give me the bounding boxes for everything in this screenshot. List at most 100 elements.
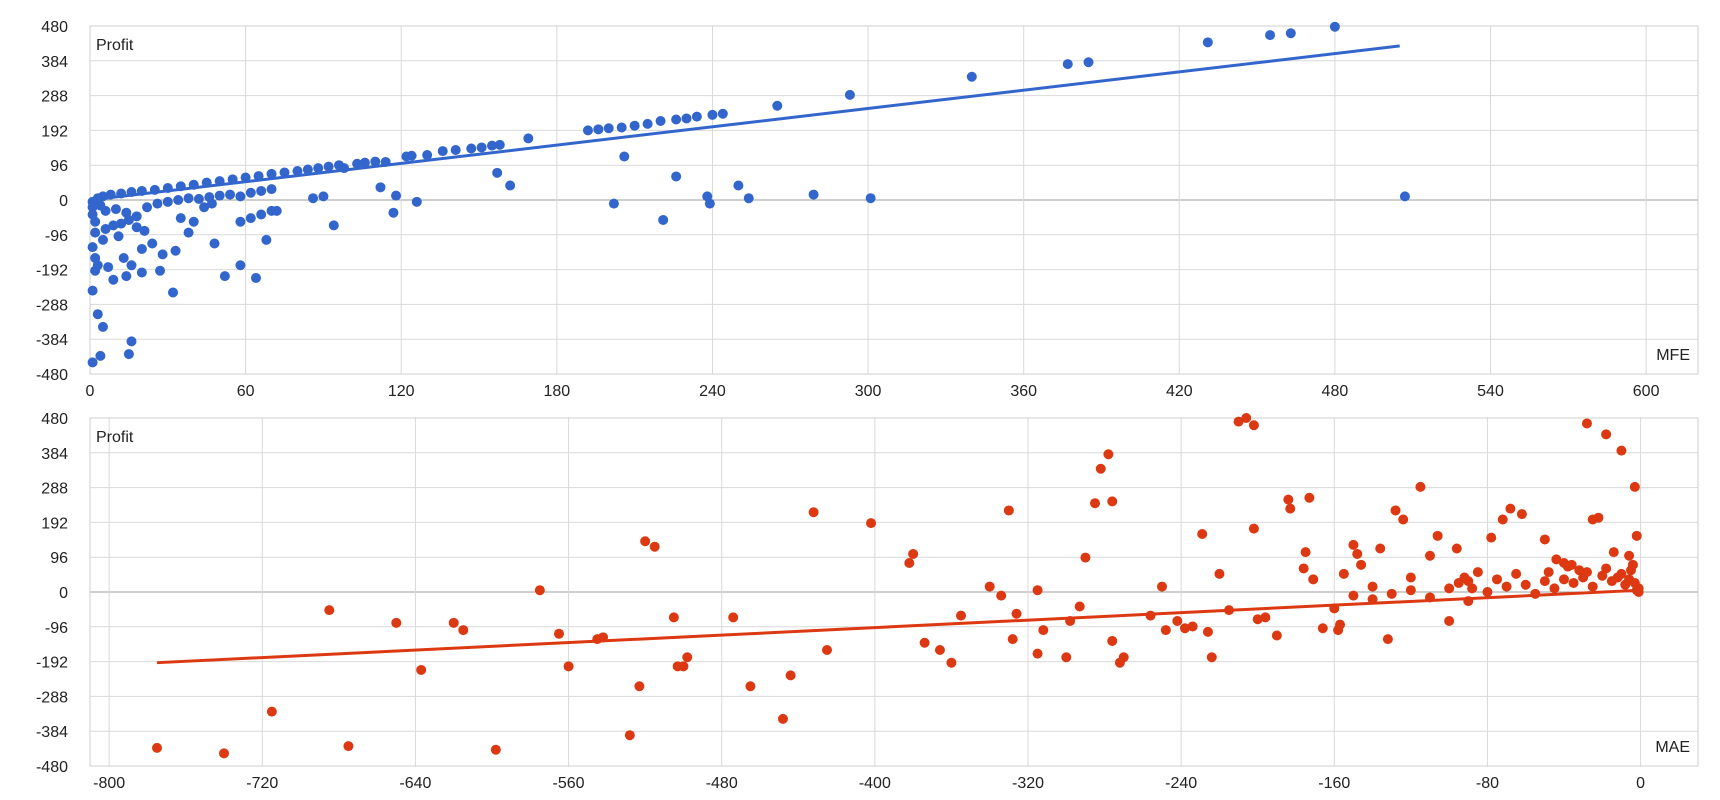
mfe-data-point — [450, 144, 461, 155]
mfe-x-tick-label: 480 — [1322, 383, 1349, 400]
mfe-data-point — [173, 195, 184, 205]
mae-data-point — [956, 610, 966, 621]
mae-data-point — [1382, 634, 1393, 645]
mfe-data-point — [844, 89, 855, 100]
mae-data-point — [1539, 534, 1550, 545]
mfe-data-point — [131, 222, 142, 233]
mfe-data-point — [629, 120, 640, 131]
mae-y-tick-label: 480 — [41, 411, 68, 428]
mae-data-point — [649, 541, 660, 552]
mae-data-point — [1581, 567, 1592, 578]
mfe-x-axis-title: MFE — [1656, 347, 1690, 364]
mae-data-point — [1492, 574, 1502, 585]
mae-x-tick-label: -160 — [1318, 775, 1350, 792]
mae-data-point — [1011, 608, 1022, 619]
mae-data-point — [1543, 567, 1554, 578]
mae-y-tick-label: 96 — [50, 550, 68, 567]
mfe-data-point — [261, 234, 272, 245]
mfe-x-tick-label: 240 — [699, 383, 726, 400]
mae-data-point — [1032, 648, 1043, 659]
mfe-data-point — [487, 140, 497, 151]
mfe-data-point — [352, 158, 363, 169]
mfe-x-tick-label: 0 — [86, 383, 95, 400]
mae-data-point — [1248, 523, 1259, 534]
mfe-x-tick-label: 120 — [388, 383, 415, 400]
mae-data-point — [1501, 581, 1512, 592]
mae-data-point — [1260, 612, 1271, 623]
mfe-data-point — [1083, 57, 1094, 68]
mfe-data-point — [593, 124, 604, 135]
mfe-data-point — [121, 271, 132, 282]
mae-data-point — [1283, 494, 1294, 505]
mae-x-tick-label: -80 — [1476, 775, 1499, 792]
mfe-data-point — [406, 150, 417, 161]
mfe-data-point — [1202, 37, 1213, 48]
mae-trendline — [156, 588, 1641, 665]
mae-data-point — [1627, 559, 1638, 570]
mae-data-point — [1629, 481, 1640, 492]
mfe-data-point — [108, 220, 119, 231]
mae-data-point — [934, 645, 945, 655]
mfe-data-point — [116, 218, 127, 229]
mfe-data-point — [235, 191, 246, 202]
mae-y-tick-label: -96 — [45, 620, 68, 637]
mfe-data-point — [582, 125, 593, 136]
mfe-chart: 480 384 288 192 96 0 -96 -192 -288 -384 -480 0 60 120… — [36, 19, 1699, 400]
mae-data-point — [1511, 568, 1522, 579]
mae-data-point — [1095, 463, 1106, 474]
mfe-data-point — [136, 243, 147, 254]
mae-data-point — [1348, 539, 1359, 550]
mfe-data-point — [92, 260, 103, 271]
mfe-data-point — [235, 216, 246, 227]
mae-data-point — [1386, 588, 1397, 599]
mae-data-point — [1432, 530, 1443, 541]
mfe-y-tick-label: -288 — [36, 297, 68, 314]
mfe-data-point — [391, 190, 402, 201]
mae-data-point — [1118, 652, 1129, 663]
mfe-data-point — [318, 191, 329, 202]
mfe-data-point — [155, 265, 166, 276]
mae-data-point — [1252, 614, 1263, 625]
mfe-data-point — [245, 213, 256, 224]
mfe-data-point — [225, 189, 236, 200]
mae-data-point — [1248, 420, 1259, 431]
mae-data-point — [1061, 652, 1072, 663]
mfe-data-point — [126, 260, 137, 271]
mae-data-point — [391, 617, 402, 628]
mfe-data-point — [422, 150, 433, 161]
mfe-data-point — [619, 151, 630, 162]
mae-data-point — [343, 741, 354, 752]
mfe-data-point — [139, 225, 150, 236]
mae-data-point — [266, 706, 277, 717]
mfe-data-point — [1062, 59, 1073, 70]
mae-data-point — [1202, 626, 1213, 637]
mfe-data-point — [292, 166, 303, 176]
mfe-data-point — [308, 193, 319, 204]
mfe-data-point — [126, 336, 137, 347]
mfe-x-tick-label: 300 — [855, 383, 882, 400]
mfe-data-point — [655, 115, 666, 126]
mfe-data-point — [118, 253, 129, 263]
mfe-data-point — [157, 249, 168, 260]
mae-x-tick-label: -480 — [706, 775, 738, 792]
mfe-data-point — [136, 267, 147, 278]
mae-data-point — [682, 652, 693, 663]
mae-y-tick-label: 192 — [41, 515, 68, 532]
mfe-x-tick-label: 60 — [237, 383, 255, 400]
mae-data-point — [728, 612, 739, 623]
mfe-data-point — [966, 71, 977, 82]
mfe-data-point — [256, 185, 267, 196]
mfe-data-point — [103, 262, 114, 273]
mae-x-tick-label: -720 — [246, 775, 278, 792]
mae-data-point — [745, 681, 756, 692]
mae-data-point — [1405, 572, 1416, 583]
mae-data-point — [1367, 581, 1378, 592]
mae-data-point — [448, 617, 459, 628]
mae-data-point — [1612, 572, 1623, 583]
mae-data-point — [1398, 514, 1409, 525]
mfe-data-point — [250, 272, 261, 283]
mfe-data-point — [505, 180, 516, 191]
mae-data-point — [1581, 418, 1592, 429]
mae-data-point — [1032, 585, 1043, 596]
mfe-data-point — [235, 260, 246, 271]
